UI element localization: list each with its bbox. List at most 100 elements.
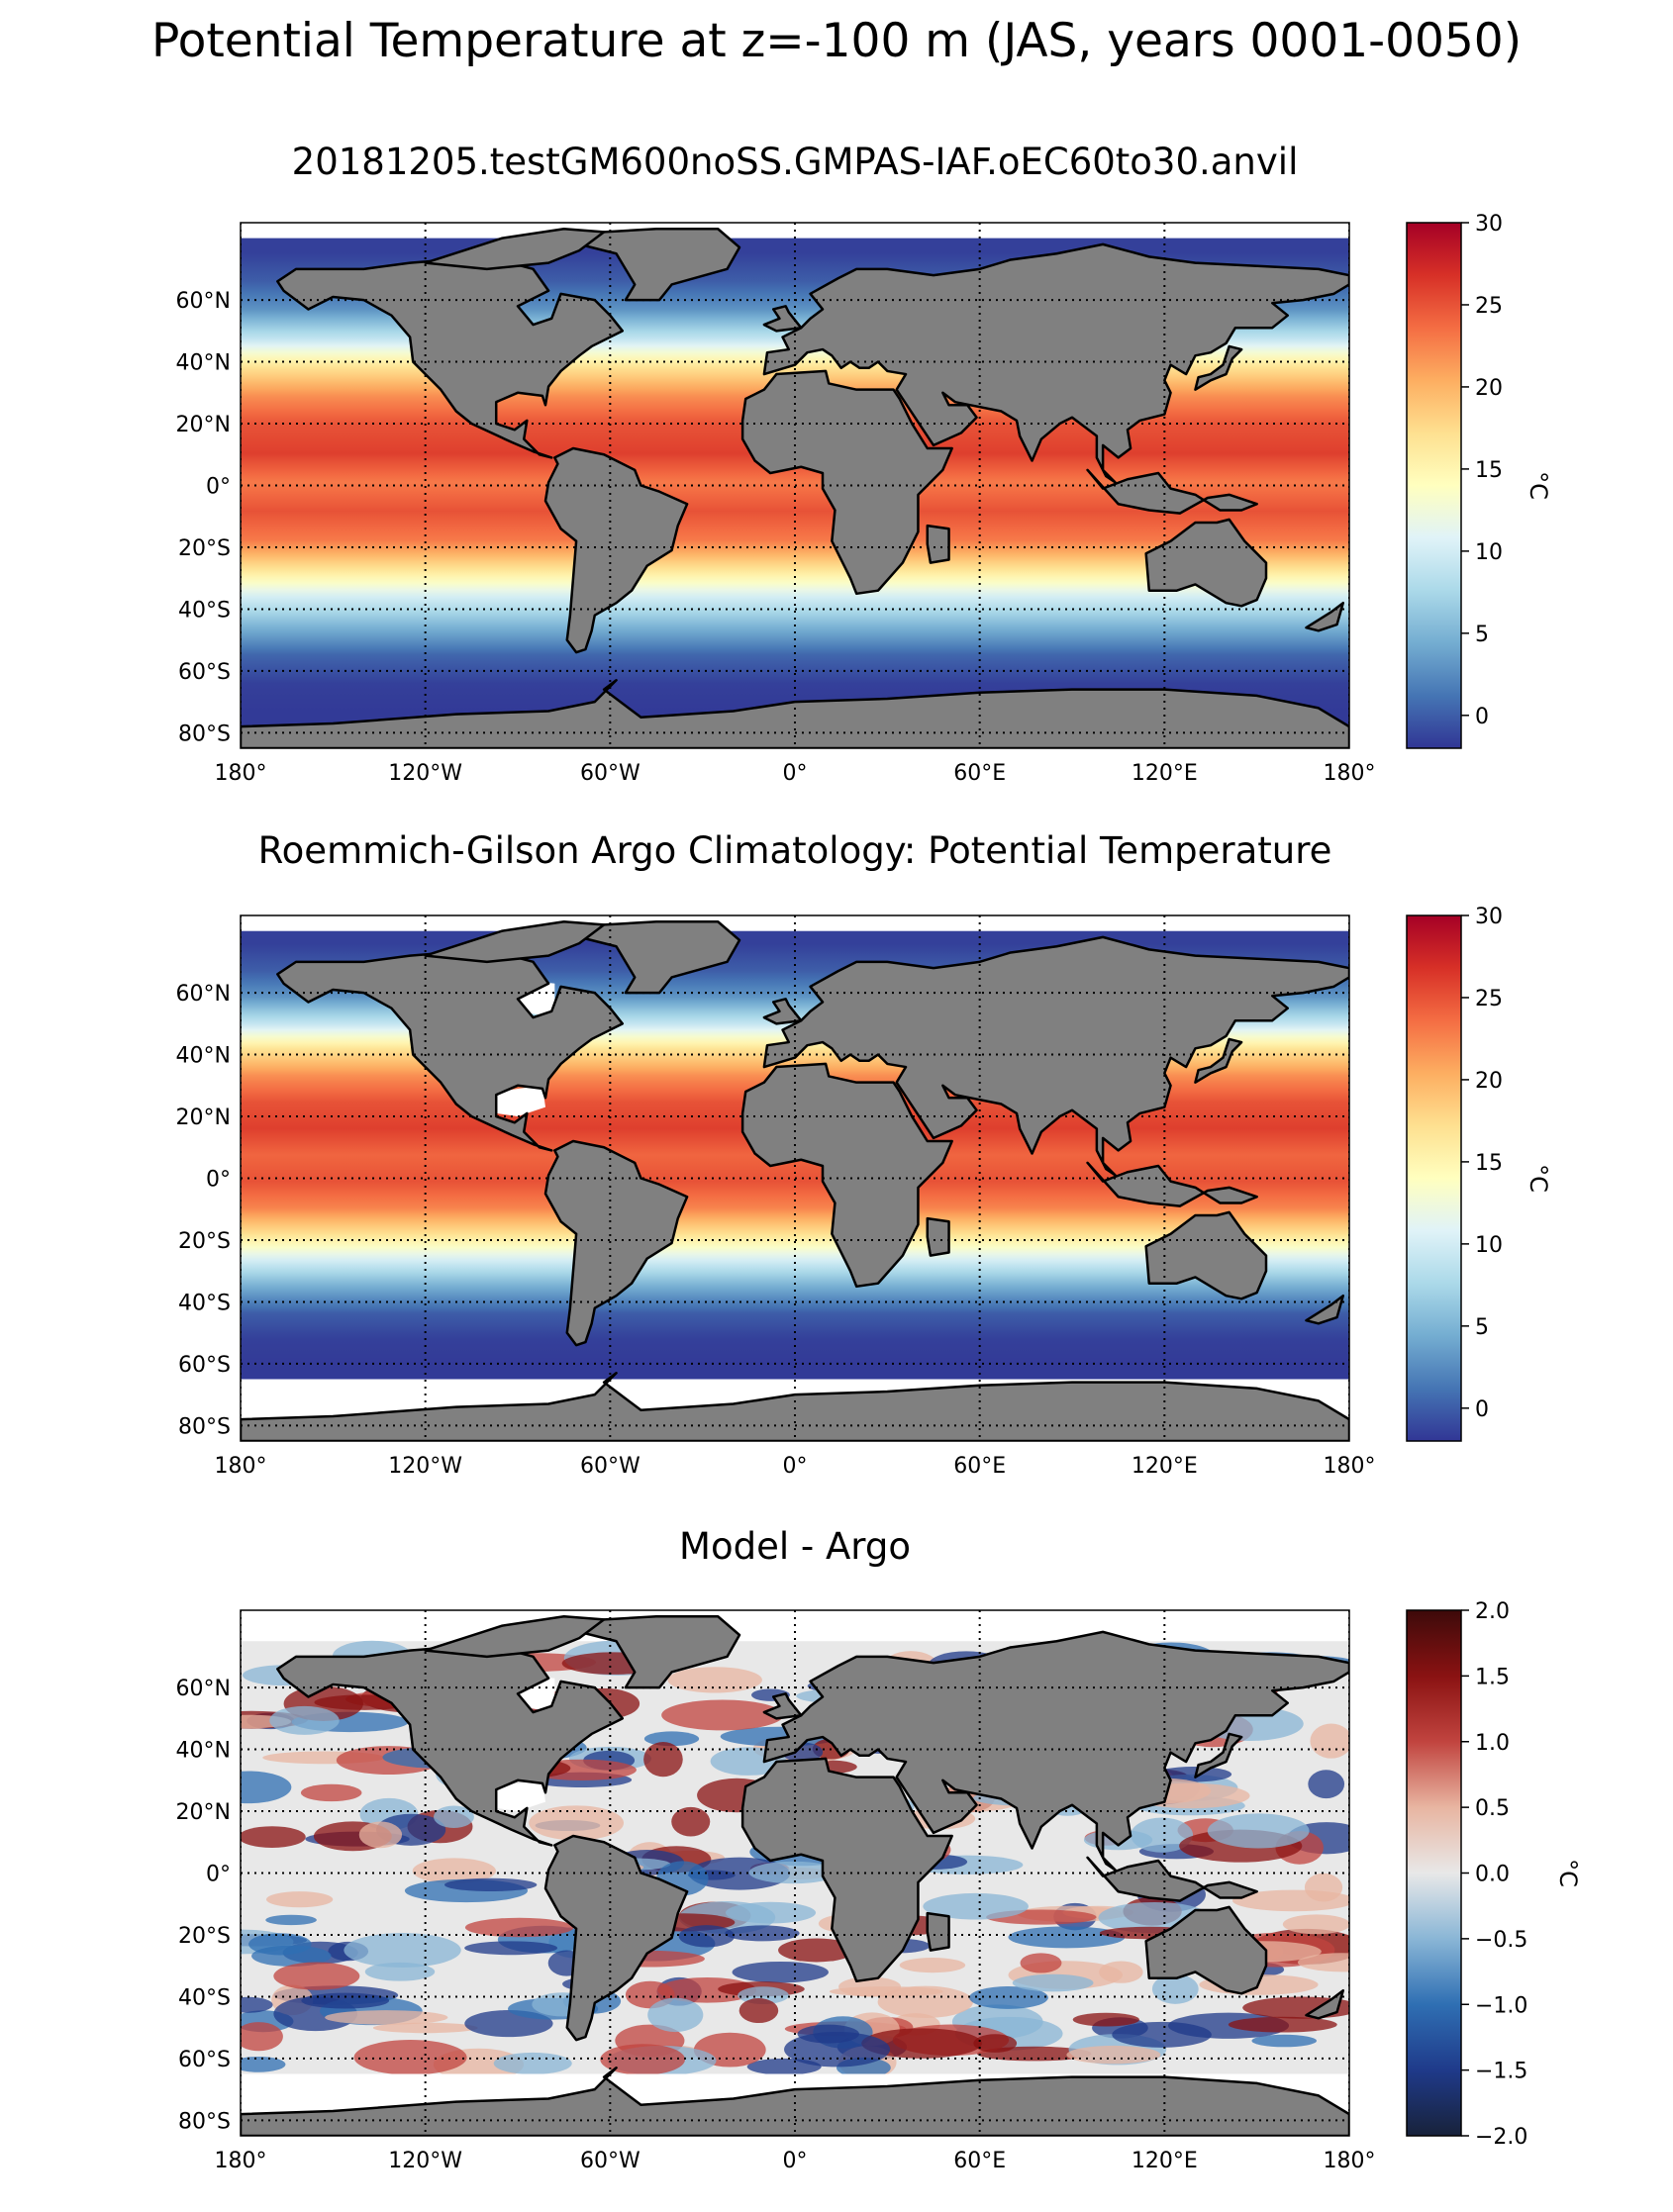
land-canadian-archipelago bbox=[424, 919, 606, 964]
y-tick-label: 40°S bbox=[178, 598, 231, 623]
colorbar-gradient bbox=[1406, 1609, 1462, 2137]
land-south-america bbox=[543, 446, 689, 654]
land-south-america bbox=[543, 1834, 689, 2042]
y-tick-label: 20°N bbox=[176, 1800, 231, 1825]
land-indonesia bbox=[1086, 1161, 1258, 1207]
axes-frame bbox=[240, 222, 1350, 749]
land-indonesia bbox=[1086, 1856, 1258, 1902]
y-tick-label: 80°S bbox=[178, 2109, 231, 2134]
land-new-zealand bbox=[1305, 1988, 1345, 2020]
x-tick-label: 180° bbox=[1324, 2149, 1376, 2173]
x-tick-label: 60°W bbox=[580, 1454, 640, 1479]
colorbar: 0 5 10 15 20 25 30 °C bbox=[1406, 212, 1552, 749]
land-eurasia bbox=[762, 1630, 1349, 1872]
land-australia bbox=[1144, 1905, 1268, 1995]
y-tick-label: 0° bbox=[206, 1863, 231, 1887]
x-tick-label: 60°E bbox=[953, 761, 1006, 786]
colorbar-label: °C bbox=[1525, 1164, 1552, 1193]
colorbar-tick-label: −1.5 bbox=[1475, 2060, 1527, 2084]
land-greenland bbox=[577, 227, 741, 302]
colorbar-tick-label: 0 bbox=[1475, 705, 1489, 729]
y-tick-label: 20°S bbox=[178, 1924, 231, 1949]
gulf-of-mexico-nodata bbox=[496, 1779, 545, 1812]
land-antarctica bbox=[241, 2067, 1349, 2136]
land-japan bbox=[1194, 344, 1243, 391]
x-tick-label: 120°E bbox=[1132, 1454, 1198, 1479]
figure-suptitle: Potential Temperature at z=-100 m (JAS, … bbox=[150, 14, 1523, 68]
colorbar-tick-label: 5 bbox=[1475, 623, 1489, 647]
x-tick-label: 120°E bbox=[1132, 2149, 1198, 2173]
gridlines bbox=[241, 223, 1349, 748]
land-antarctica bbox=[241, 679, 1349, 748]
land-north-america bbox=[276, 948, 625, 1152]
land-africa bbox=[740, 1062, 953, 1289]
land-greenland bbox=[577, 1614, 741, 1689]
gulf-of-mexico-nodata bbox=[496, 1085, 545, 1117]
colorbar-tick-label: 10 bbox=[1475, 1233, 1503, 1258]
land-australia bbox=[1144, 518, 1268, 608]
y-tick-label: 60°N bbox=[176, 982, 231, 1007]
y-tick-label: 40°N bbox=[176, 351, 231, 376]
map-panel-observation: 180° 120°W 60°W 0° 60°E 120°E 180° 80°S 60°S 40°S… bbox=[176, 914, 1376, 1479]
colorbar-tick-label: −1.0 bbox=[1475, 1993, 1527, 2018]
y-tick-label: 80°S bbox=[178, 1414, 231, 1439]
y-tick-label: 20°S bbox=[178, 1229, 231, 1254]
y-tick-label: 20°N bbox=[176, 1106, 231, 1130]
land-north-america bbox=[276, 1643, 625, 1847]
land-eurasia bbox=[762, 935, 1349, 1177]
colorbar-tick-label: 20 bbox=[1475, 376, 1503, 401]
x-tick-label: 180° bbox=[215, 761, 267, 786]
colorbar-tick-label: 15 bbox=[1475, 458, 1503, 483]
colorbar-tick-label: 1.0 bbox=[1475, 1731, 1510, 1756]
y-tick-label: 20°N bbox=[176, 413, 231, 437]
y-tick-label: 40°N bbox=[176, 1044, 231, 1069]
y-tick-label: 40°N bbox=[176, 1739, 231, 1764]
land-antarctica bbox=[241, 1372, 1349, 1441]
gridlines bbox=[241, 915, 1349, 1441]
land-masses bbox=[241, 919, 1349, 1441]
land-masses bbox=[241, 1614, 1349, 2136]
x-tick-label: 0° bbox=[783, 2149, 808, 2173]
map-panel-model: 180° 120°W 60°W 0° 60°E 120°E 180° 80°S 60°S 40°S… bbox=[176, 222, 1376, 786]
colorbar-gradient bbox=[1406, 914, 1462, 1442]
land-madagascar bbox=[926, 524, 950, 564]
land-australia bbox=[1144, 1210, 1268, 1300]
land-north-america bbox=[276, 255, 625, 459]
land-madagascar bbox=[926, 1216, 950, 1257]
land-madagascar bbox=[926, 1911, 950, 1952]
land-british-isles bbox=[762, 998, 803, 1025]
y-tick-label: 20°S bbox=[178, 536, 231, 561]
x-tick-label: 180° bbox=[215, 2149, 267, 2173]
colorbar-label: °C bbox=[1525, 471, 1552, 500]
colorbar-tick-label: −0.5 bbox=[1475, 1928, 1527, 1953]
colorbar-tick-label: −2.0 bbox=[1475, 2125, 1527, 2150]
panel-title-argo: Roemmich-Gilson Argo Climatology: Potent… bbox=[257, 829, 1332, 872]
land-africa bbox=[740, 1757, 953, 1983]
land-japan bbox=[1194, 1732, 1243, 1779]
y-tick-label: 60°N bbox=[176, 1677, 231, 1701]
x-tick-label: 120°W bbox=[388, 1454, 462, 1479]
land-africa bbox=[740, 369, 953, 596]
colorbar: 0 5 10 15 20 25 30 °C bbox=[1406, 905, 1552, 1442]
land-south-america bbox=[543, 1139, 689, 1347]
colorbar-tick-label: 15 bbox=[1475, 1151, 1503, 1176]
colorbar-label: °C bbox=[1554, 1859, 1582, 1887]
x-tick-label: 180° bbox=[215, 1454, 267, 1479]
land-indonesia bbox=[1086, 468, 1258, 515]
colorbar-tick-label: 5 bbox=[1475, 1315, 1489, 1340]
y-tick-label: 0° bbox=[206, 475, 231, 500]
land-japan bbox=[1194, 1037, 1243, 1084]
x-tick-label: 0° bbox=[783, 1454, 808, 1479]
gridlines bbox=[241, 1610, 1349, 2136]
land-eurasia bbox=[762, 242, 1349, 484]
x-tick-label: 120°W bbox=[388, 2149, 462, 2173]
colorbar-tick-label: 30 bbox=[1475, 905, 1503, 929]
y-tick-label: 60°S bbox=[178, 1353, 231, 1378]
y-tick-label: 80°S bbox=[178, 721, 231, 746]
land-new-zealand bbox=[1305, 1294, 1345, 1325]
colorbar-tick-label: 30 bbox=[1475, 212, 1503, 237]
x-tick-label: 120°W bbox=[388, 761, 462, 786]
panel-title-model: 20181205.testGM600noSS.GMPAS-IAF.oEC60to… bbox=[291, 141, 1299, 183]
